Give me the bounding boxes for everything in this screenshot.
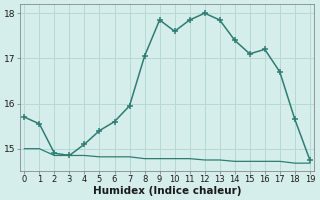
X-axis label: Humidex (Indice chaleur): Humidex (Indice chaleur): [93, 186, 241, 196]
